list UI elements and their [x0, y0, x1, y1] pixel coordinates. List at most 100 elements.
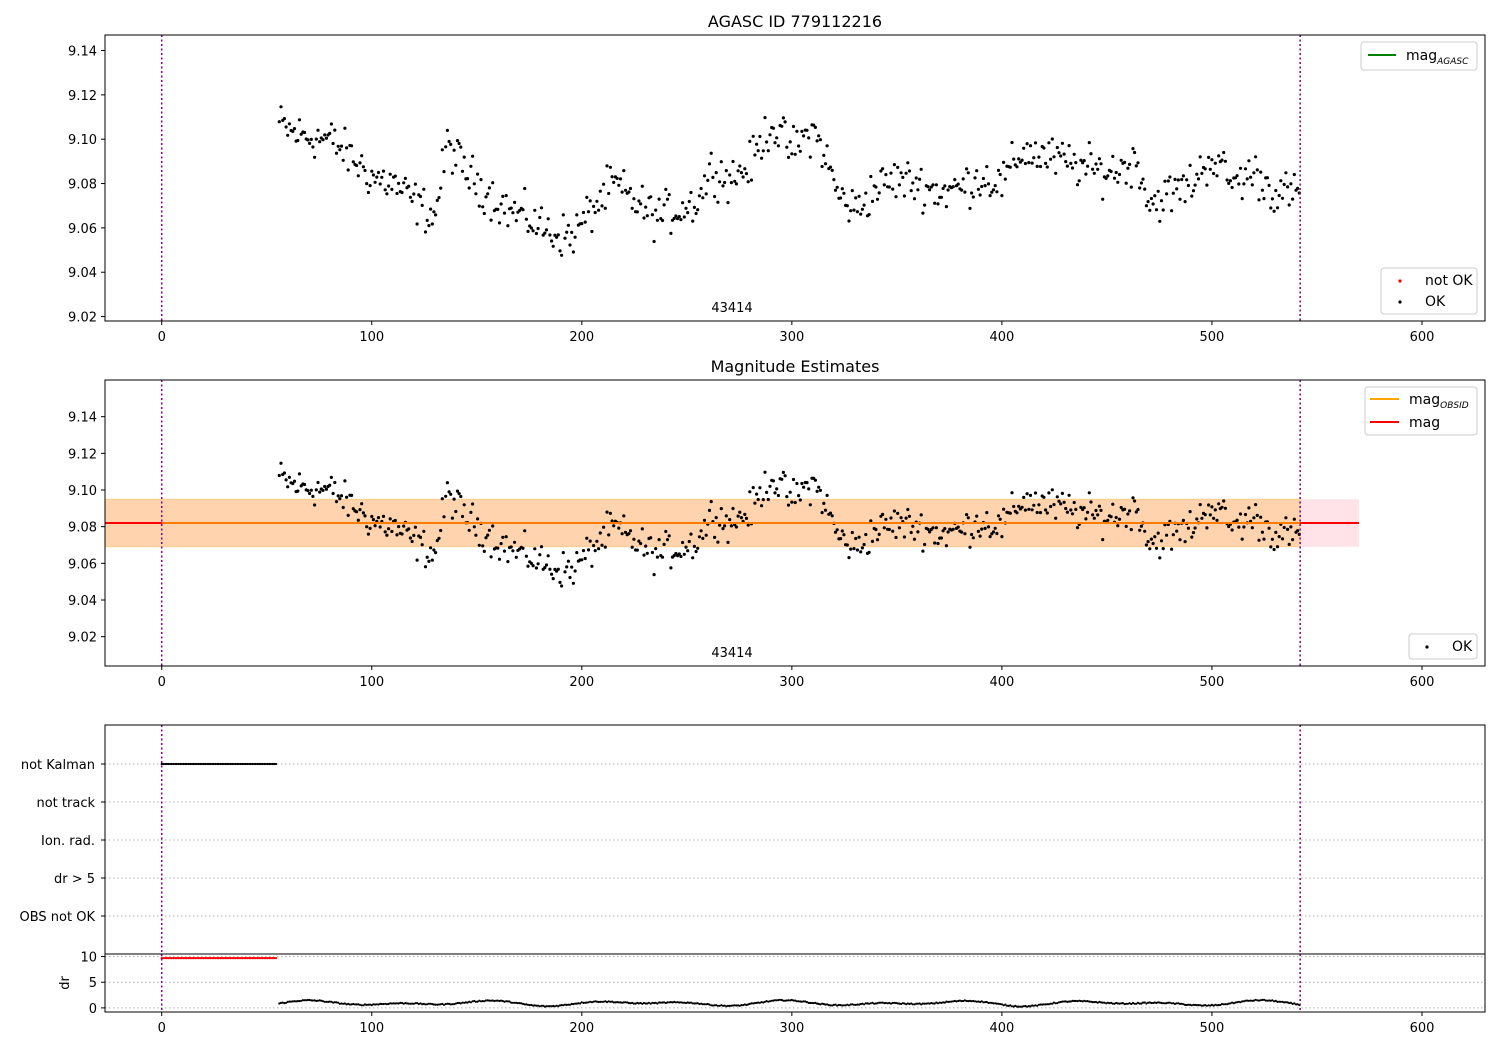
data-point-ok	[605, 164, 609, 168]
dr-point-ok	[382, 1002, 385, 1006]
dr-point-ok	[973, 1000, 977, 1003]
dr-point-ok	[960, 1000, 963, 1003]
y-tick-label: 10	[80, 951, 97, 966]
data-point-ok	[1064, 506, 1068, 511]
data-point-ok	[415, 558, 419, 562]
dr-point-ok	[752, 1002, 755, 1005]
dr-point-ok	[283, 1002, 286, 1005]
data-point-ok	[551, 577, 555, 581]
data-point-ok	[1131, 496, 1135, 500]
data-point-ok	[1240, 537, 1244, 541]
data-point-ok	[1274, 188, 1278, 193]
dr-point-ok	[478, 999, 481, 1002]
data-point-ok	[546, 554, 550, 558]
dr-point-ok	[837, 1003, 841, 1007]
data-point-ok	[556, 233, 560, 237]
dr-point-not-ok	[214, 957, 217, 960]
data-point-ok	[358, 508, 362, 512]
data-point-ok	[652, 239, 656, 244]
dr-point-ok	[491, 999, 494, 1002]
dr-point-ok	[948, 1000, 951, 1003]
dr-point-ok	[1138, 1002, 1141, 1005]
dr-point-ok	[463, 1001, 466, 1004]
data-point-ok	[597, 208, 601, 212]
dr-point-ok	[1296, 1003, 1299, 1006]
dr-point-ok	[768, 1000, 772, 1003]
dr-point-ok	[773, 999, 777, 1002]
dr-point-ok	[748, 1002, 751, 1006]
dr-point-ok	[1076, 1000, 1079, 1003]
data-point-ok	[308, 141, 312, 145]
data-point-ok	[1280, 537, 1285, 541]
data-point-ok	[956, 182, 960, 186]
data-point-ok	[1045, 165, 1049, 169]
dr-point-ok	[300, 999, 303, 1002]
dr-point-not-ok	[209, 957, 212, 960]
data-point-ok	[608, 165, 613, 169]
dr-point-ok	[990, 1001, 993, 1005]
data-point-ok	[847, 556, 851, 560]
data-point-ok	[610, 175, 614, 179]
dr-point-not-ok	[258, 957, 261, 960]
data-point-ok	[277, 473, 281, 478]
data-point-ok	[899, 171, 903, 175]
data-point-ok	[1230, 185, 1234, 190]
data-point-ok	[331, 141, 335, 146]
dr-point-ok	[654, 1001, 657, 1004]
data-point-ok	[755, 142, 759, 146]
data-point-ok	[842, 191, 846, 195]
dr-point-ok	[595, 1000, 599, 1003]
data-point-ok	[1237, 182, 1241, 186]
data-point-ok	[828, 165, 833, 169]
data-point-ok	[731, 506, 735, 511]
dr-point-ok	[1130, 1002, 1133, 1006]
data-point-ok	[368, 184, 372, 188]
data-point-ok	[1027, 161, 1031, 165]
dr-point-ok	[434, 1003, 437, 1006]
dr-point-ok	[1019, 1005, 1022, 1008]
data-point-ok	[911, 524, 915, 528]
data-point-ok	[1280, 196, 1285, 200]
data-point-ok	[423, 230, 428, 234]
data-point-ok	[859, 550, 863, 554]
x-tick-label: 100	[359, 330, 384, 345]
dr-point-ok	[1165, 1002, 1168, 1005]
data-point-ok	[521, 208, 525, 212]
dr-point-not-ok	[174, 957, 177, 960]
data-point-ok	[1198, 503, 1202, 507]
data-point-ok	[907, 169, 912, 173]
data-point-ok	[1153, 194, 1157, 198]
data-point-ok	[513, 200, 517, 204]
dr-point-ok	[740, 1004, 743, 1007]
panel-dr-ylabel: dr	[58, 976, 73, 990]
data-point-ok	[983, 184, 987, 188]
data-point-ok	[1057, 499, 1061, 503]
dr-point-ok	[1229, 1002, 1232, 1005]
flag-category-label: not Kalman	[21, 758, 95, 773]
data-point-ok	[454, 163, 458, 167]
dr-point-ok	[696, 1002, 699, 1005]
data-point-ok	[1109, 169, 1113, 174]
data-point-ok	[894, 195, 898, 199]
dr-point-ok	[1069, 1000, 1072, 1003]
data-point-ok	[956, 525, 960, 529]
dr-point-ok	[414, 1002, 417, 1005]
dr-point-ok	[310, 999, 313, 1002]
data-point-ok	[1238, 166, 1243, 170]
dr-point-ok	[607, 1000, 610, 1003]
data-point-ok	[378, 525, 382, 529]
dr-point-not-ok	[239, 957, 242, 960]
dr-point-ok	[1247, 999, 1250, 1002]
data-point-ok	[1176, 178, 1180, 182]
dr-point-not-ok	[237, 957, 241, 960]
data-point-ok	[383, 188, 387, 192]
data-point-ok	[909, 189, 913, 193]
data-point-ok	[590, 564, 594, 568]
data-point-ok	[1259, 515, 1263, 519]
data-point-ok	[1111, 154, 1115, 158]
dr-point-not-ok	[234, 957, 237, 960]
data-point-ok	[1161, 547, 1165, 551]
data-point-ok	[894, 535, 898, 540]
data-point-ok	[457, 141, 461, 146]
data-point-ok	[758, 134, 762, 139]
